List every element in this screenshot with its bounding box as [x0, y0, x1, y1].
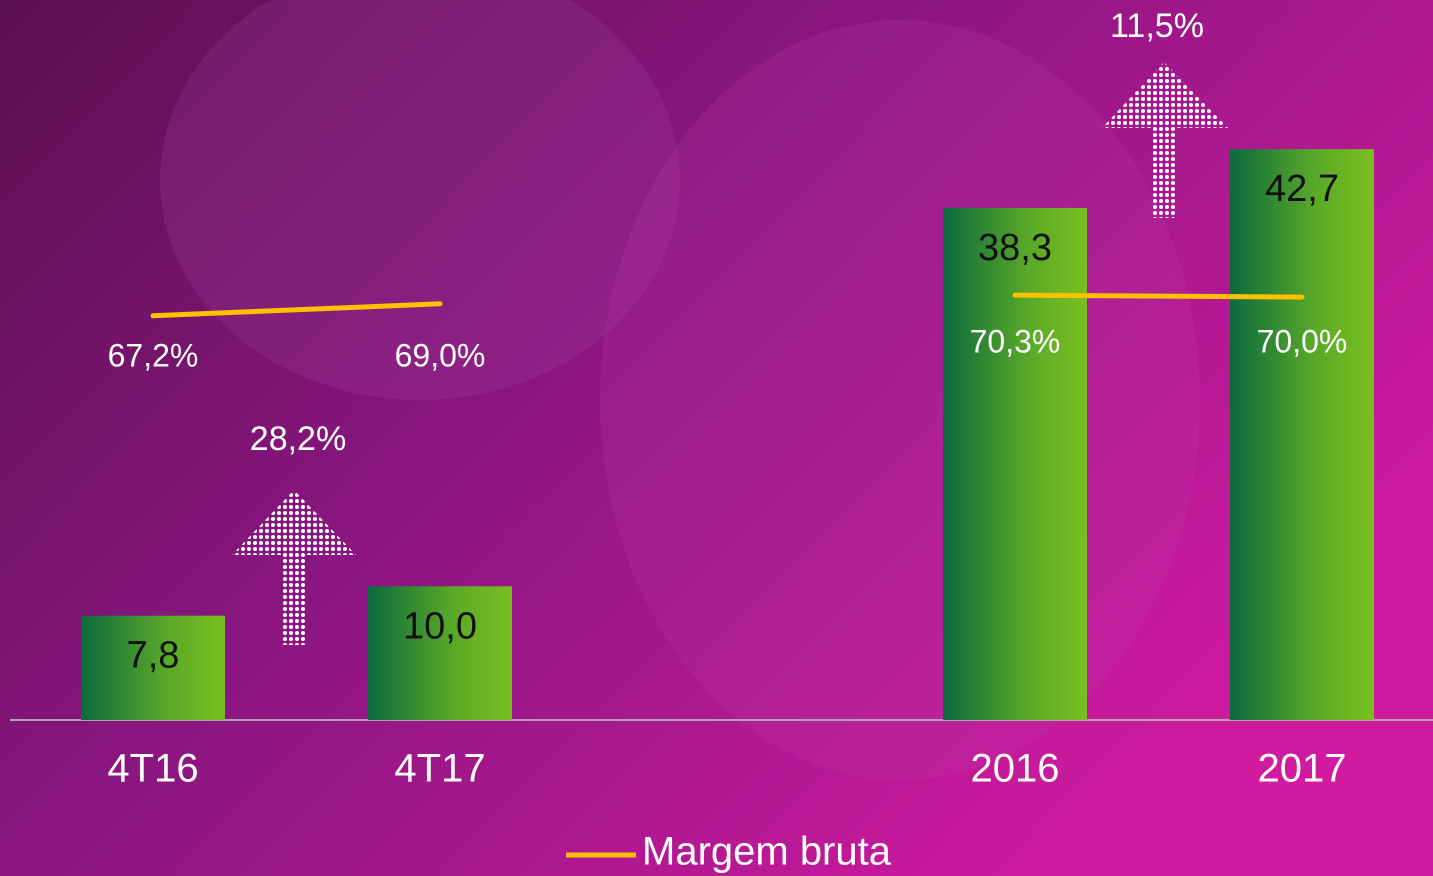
bar [1230, 149, 1374, 720]
value-label: 42,7 [1265, 168, 1339, 210]
value-label: 7,8 [127, 635, 180, 677]
x-tick-label: 4T16 [107, 747, 198, 791]
margin-label: 70,3% [970, 323, 1061, 359]
photo-shade [600, 20, 1200, 780]
margin-line [1015, 295, 1302, 297]
x-tick-label: 4T17 [394, 747, 485, 791]
bar [943, 208, 1087, 720]
margin-label: 70,0% [1257, 323, 1348, 359]
page: {"chart_data": {"type": "bar", "categori… [0, 0, 1433, 876]
growth-label: 28,2% [250, 420, 346, 458]
x-tick-label: 2017 [1258, 747, 1347, 791]
value-label: 10,0 [403, 605, 477, 647]
growth-label: 11,5% [1110, 7, 1204, 45]
margin-label: 69,0% [395, 337, 486, 373]
legend-label: Margem bruta [642, 830, 892, 874]
x-tick-label: 2016 [971, 747, 1060, 791]
value-label: 38,3 [978, 227, 1052, 269]
chart: 28,2% 11,5% Margem bruta 7,8 4T16 10,0 4T17… [0, 0, 1433, 876]
margin-label: 67,2% [108, 337, 199, 373]
